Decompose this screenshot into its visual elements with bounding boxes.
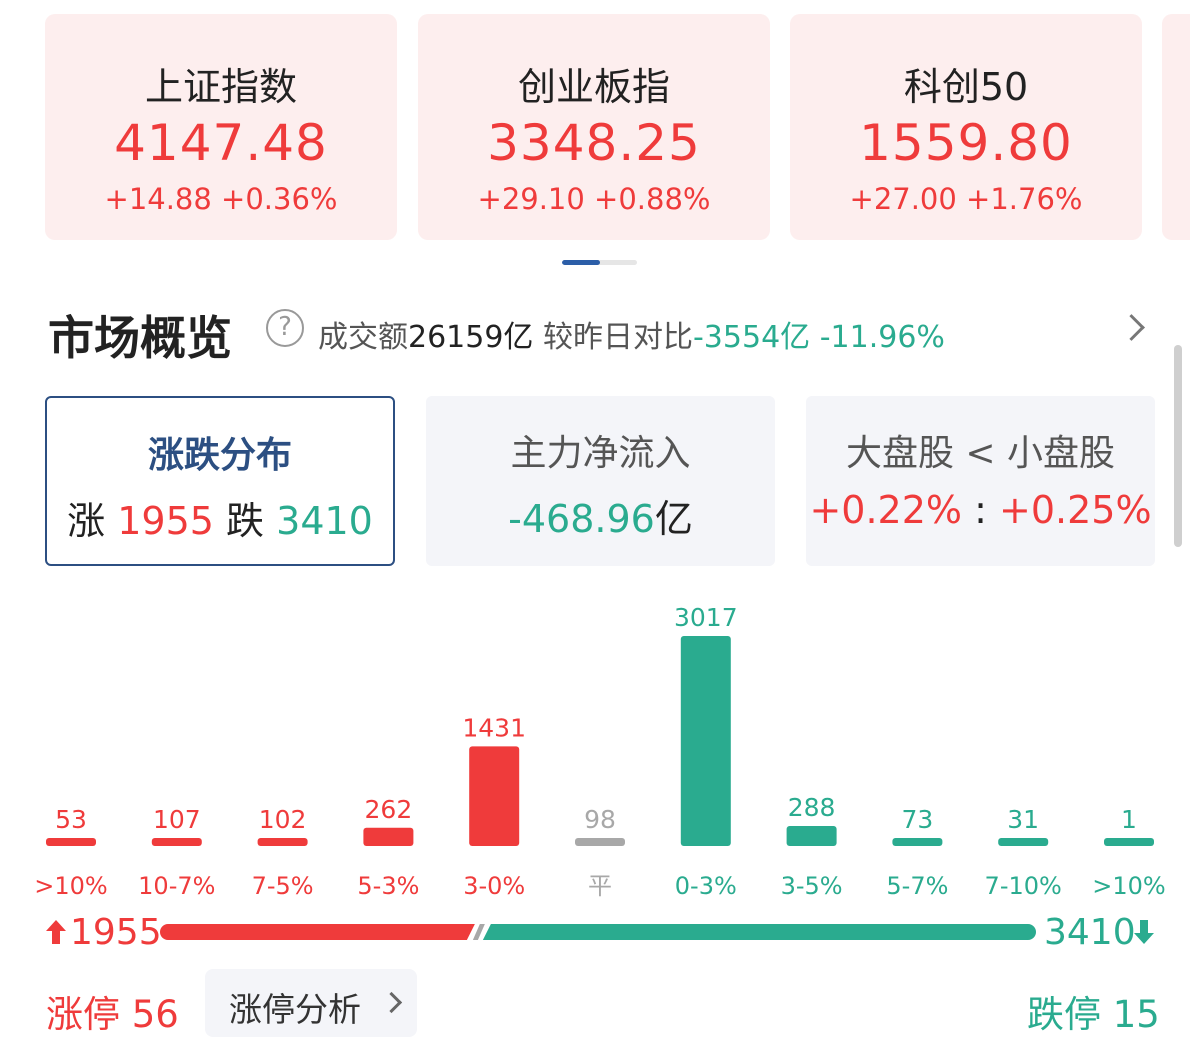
bar-4: [469, 746, 520, 846]
net-inflow-value: -468.96: [508, 497, 655, 541]
pager-active-dot: [562, 260, 600, 265]
small-cap-pct: +0.25%: [999, 488, 1152, 532]
carousel-pager: [562, 260, 637, 265]
distribution-chart: 53 >10% 107 10-7% 102 7-5% 262 5-3% 1431 3-0% 98 平 3…: [0, 580, 1190, 910]
tab-value: +0.22% : +0.25%: [806, 488, 1155, 532]
distribution-bars: 53 >10% 107 10-7% 102 7-5% 262 5-3% 1431 3-0% 98 平 3…: [34, 603, 1165, 900]
compare-pct: -11.96%: [819, 320, 945, 355]
index-price: 4147.48: [114, 114, 328, 172]
bar-value-label: 1: [1121, 805, 1137, 834]
category-label: 3-0%: [463, 872, 525, 900]
index-price: 1559.80: [859, 114, 1073, 172]
up-down-ratio-bar: [160, 924, 1036, 940]
tab-main-net-inflow[interactable]: 主力净流入 -468.96亿: [426, 396, 775, 566]
index-card-chinext[interactable]: 创业板指 3348.25 +29.10 +0.88%: [418, 14, 770, 240]
bar-2: [257, 838, 308, 846]
tab-value: -468.96亿: [426, 488, 775, 543]
chevron-right-icon[interactable]: [1118, 314, 1145, 341]
down-label: 跌: [226, 499, 265, 543]
analysis-label: 涨停分析: [229, 990, 361, 1029]
ratio-down-segment: [482, 924, 1036, 940]
index-change: +27.00 +1.76%: [849, 182, 1083, 216]
tab-cap-compare[interactable]: 大盘股 < 小盘股 +0.22% : +0.25%: [806, 396, 1155, 566]
index-card-sse[interactable]: 上证指数 4147.48 +14.88 +0.36%: [45, 14, 397, 240]
index-card-star50[interactable]: 科创50 1559.80 +27.00 +1.76%: [790, 14, 1142, 240]
category-label: >10%: [1092, 872, 1165, 900]
tab-title: 涨跌分布: [147, 435, 292, 476]
scrollbar[interactable]: [1174, 345, 1182, 547]
bar-value-label: 107: [153, 805, 201, 834]
bar-value-label: 288: [788, 793, 836, 822]
compare-value: -3554亿: [692, 320, 811, 355]
bar-6: [680, 636, 731, 846]
bar-value-label: 31: [1007, 805, 1039, 834]
index-change: +29.10 +0.88%: [477, 182, 711, 216]
index-name: 科创50: [903, 65, 1029, 109]
turnover-value: 26159亿: [408, 320, 534, 355]
bar-7: [786, 825, 837, 846]
bar-value-label: 53: [55, 805, 87, 834]
bar-9: [998, 838, 1049, 846]
index-name: 上证指数: [144, 65, 297, 109]
category-label: 7-10%: [985, 872, 1062, 900]
bar-3: [363, 827, 414, 846]
bar-value-label: 102: [259, 805, 307, 834]
bar-value-label: 3017: [674, 603, 738, 632]
index-card-partial[interactable]: [1162, 14, 1190, 240]
category-label: 3-5%: [781, 872, 843, 900]
category-label: 平: [588, 872, 612, 900]
ratio-separator: :: [974, 488, 987, 532]
tab-title: 主力净流入: [510, 433, 691, 474]
limit-up-count[interactable]: 涨停 56: [46, 993, 179, 1036]
category-label: 5-7%: [886, 872, 948, 900]
index-change: +14.88 +0.36%: [104, 182, 338, 216]
ratio-flat-segment: [472, 924, 485, 940]
bar-8: [892, 838, 943, 846]
up-value: 1955: [117, 499, 214, 543]
tab-value: 涨 1955 跌 3410: [47, 490, 393, 545]
large-cap-pct: +0.22%: [809, 488, 962, 532]
net-inflow-unit: 亿: [654, 497, 693, 541]
bar-value-label: 1431: [462, 713, 526, 742]
help-icon[interactable]: ?: [266, 309, 304, 347]
bar-value-label: 262: [365, 795, 413, 824]
bar-10: [1104, 838, 1154, 846]
turnover-label: 成交额: [318, 320, 408, 355]
index-name: 创业板指: [517, 65, 670, 109]
compare-label: 较昨日对比: [542, 320, 693, 355]
tab-up-down-distribution[interactable]: 涨跌分布 涨 1955 跌 3410: [45, 396, 395, 566]
up-label: 涨: [67, 499, 106, 543]
bar-0: [46, 838, 96, 846]
bar-5: [575, 838, 625, 846]
limit-up-analysis-button[interactable]: 涨停分析: [205, 969, 417, 1037]
category-label: >10%: [34, 872, 107, 900]
index-cards: 上证指数 4147.48 +14.88 +0.36% 创业板指 3348.25 …: [0, 0, 1190, 250]
bar-1: [151, 838, 202, 846]
up-total: 1955: [70, 912, 162, 953]
turnover-stats: 成交额26159亿 较昨日对比-3554亿 -11.96%: [318, 312, 945, 356]
index-price: 3348.25: [487, 114, 701, 172]
category-label: 0-3%: [675, 872, 737, 900]
category-label: 7-5%: [252, 872, 314, 900]
down-total: 3410: [1044, 912, 1136, 953]
bar-value-label: 73: [901, 805, 933, 834]
down-value: 3410: [276, 499, 373, 543]
limit-down-count[interactable]: 跌停 15: [1027, 993, 1160, 1036]
category-label: 5-3%: [357, 872, 419, 900]
market-overview-title: 市场概览: [48, 311, 232, 365]
arrow-up-icon: [46, 920, 66, 944]
arrow-down-icon: [1134, 920, 1154, 944]
ratio-up-segment: [160, 924, 475, 940]
bar-value-label: 98: [584, 805, 616, 834]
tab-title: 大盘股 < 小盘股: [845, 433, 1116, 474]
category-label: 10-7%: [138, 872, 215, 900]
